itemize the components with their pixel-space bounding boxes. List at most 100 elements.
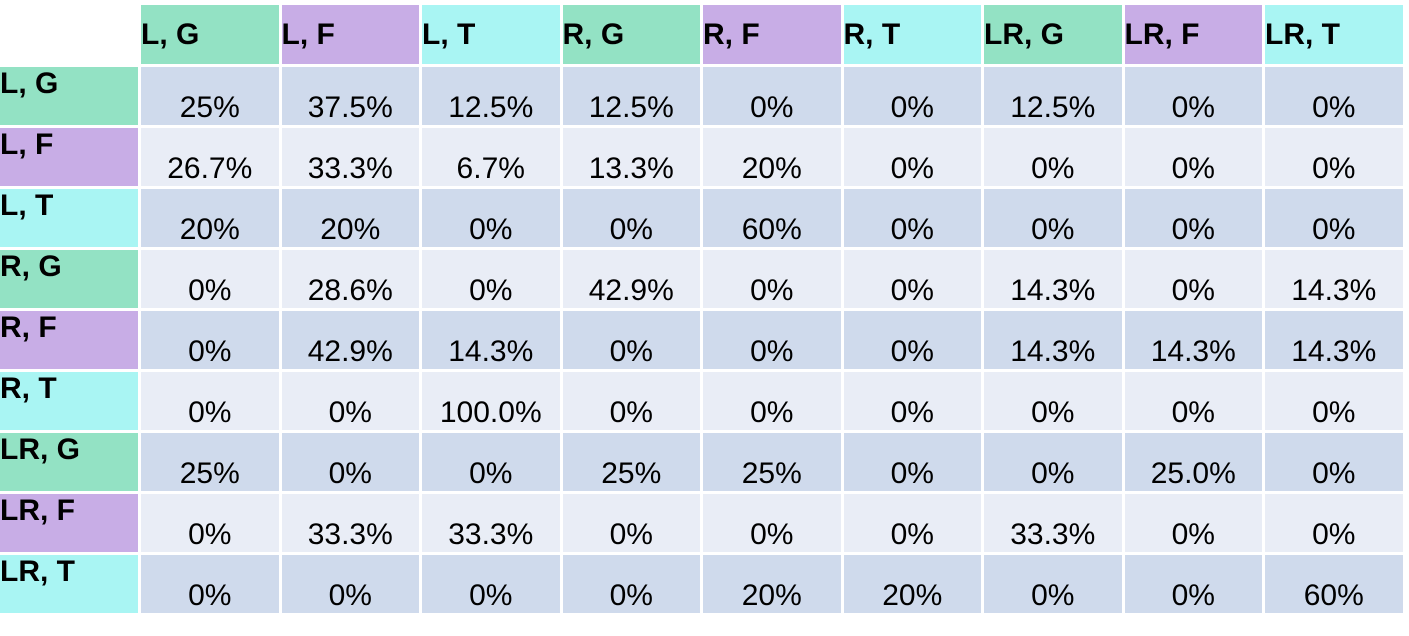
value-cell: 0% <box>422 433 563 494</box>
value-cell: 0% <box>562 311 703 372</box>
value-cell: 14.3% <box>1265 250 1406 311</box>
value-cell: 14.3% <box>1265 311 1406 372</box>
value-cell: 25% <box>703 433 844 494</box>
value-cell: 0% <box>281 555 422 616</box>
table-row: LR, F 0% 33.3% 33.3% 0% 0% 0% 33.3% 0% 0% <box>0 494 1406 555</box>
value-cell: 14.3% <box>1124 311 1265 372</box>
value-cell: 0% <box>422 189 563 250</box>
value-cell: 14.3% <box>422 311 563 372</box>
table-row: L, G 25% 37.5% 12.5% 12.5% 0% 0% 12.5% 0% 0% <box>0 67 1406 128</box>
table-row: LR, T 0% 0% 0% 0% 20% 20% 0% 0% 60% <box>0 555 1406 616</box>
table-row: R, G 0% 28.6% 0% 42.9% 0% 0% 14.3% 0% 14.3% <box>0 250 1406 311</box>
value-cell: 0% <box>562 372 703 433</box>
table-row: L, T 20% 20% 0% 0% 60% 0% 0% 0% 0% <box>0 189 1406 250</box>
value-cell: 0% <box>843 494 984 555</box>
value-cell: 33.3% <box>422 494 563 555</box>
corner-cell <box>0 5 141 67</box>
value-cell: 25% <box>141 433 282 494</box>
column-header: LR, T <box>1265 5 1406 67</box>
value-cell: 0% <box>141 555 282 616</box>
value-cell: 6.7% <box>422 128 563 189</box>
value-cell: 0% <box>703 311 844 372</box>
transition-matrix-table: L, G L, F L, T R, G R, F R, T LR, G LR, F LR, T … <box>0 5 1406 616</box>
value-cell: 100.0% <box>422 372 563 433</box>
value-cell: 20% <box>281 189 422 250</box>
value-cell: 0% <box>703 67 844 128</box>
value-cell: 0% <box>1124 67 1265 128</box>
value-cell: 0% <box>843 67 984 128</box>
value-cell: 33.3% <box>281 128 422 189</box>
value-cell: 0% <box>703 494 844 555</box>
value-cell: 26.7% <box>141 128 282 189</box>
row-header: LR, F <box>0 494 141 555</box>
value-cell: 0% <box>141 372 282 433</box>
row-header: L, T <box>0 189 141 250</box>
value-cell: 0% <box>141 311 282 372</box>
row-header: R, T <box>0 372 141 433</box>
value-cell: 0% <box>562 555 703 616</box>
value-cell: 0% <box>281 433 422 494</box>
value-cell: 0% <box>984 372 1125 433</box>
value-cell: 14.3% <box>984 250 1125 311</box>
row-header: L, F <box>0 128 141 189</box>
value-cell: 20% <box>703 555 844 616</box>
column-header: L, T <box>422 5 563 67</box>
column-header: LR, F <box>1124 5 1265 67</box>
value-cell: 0% <box>703 250 844 311</box>
table-row: LR, G 25% 0% 0% 25% 25% 0% 0% 25.0% 0% <box>0 433 1406 494</box>
row-header: R, F <box>0 311 141 372</box>
value-cell: 0% <box>141 250 282 311</box>
value-cell: 25% <box>141 67 282 128</box>
column-header: L, F <box>281 5 422 67</box>
value-cell: 0% <box>984 189 1125 250</box>
value-cell: 25.0% <box>1124 433 1265 494</box>
value-cell: 0% <box>703 372 844 433</box>
value-cell: 0% <box>1124 128 1265 189</box>
value-cell: 12.5% <box>422 67 563 128</box>
value-cell: 0% <box>281 372 422 433</box>
value-cell: 0% <box>1124 372 1265 433</box>
value-cell: 28.6% <box>281 250 422 311</box>
table-row: R, F 0% 42.9% 14.3% 0% 0% 0% 14.3% 14.3% 14.3% <box>0 311 1406 372</box>
value-cell: 0% <box>1265 372 1406 433</box>
value-cell: 0% <box>984 128 1125 189</box>
value-cell: 0% <box>1265 494 1406 555</box>
row-header: LR, T <box>0 555 141 616</box>
column-header: R, G <box>562 5 703 67</box>
value-cell: 12.5% <box>984 67 1125 128</box>
value-cell: 37.5% <box>281 67 422 128</box>
value-cell: 14.3% <box>984 311 1125 372</box>
value-cell: 0% <box>843 250 984 311</box>
row-header: L, G <box>0 67 141 128</box>
value-cell: 20% <box>843 555 984 616</box>
value-cell: 0% <box>1265 189 1406 250</box>
value-cell: 0% <box>1265 128 1406 189</box>
row-header: R, G <box>0 250 141 311</box>
value-cell: 20% <box>141 189 282 250</box>
value-cell: 0% <box>1124 555 1265 616</box>
value-cell: 0% <box>1124 189 1265 250</box>
value-cell: 0% <box>422 250 563 311</box>
value-cell: 0% <box>1265 433 1406 494</box>
value-cell: 42.9% <box>281 311 422 372</box>
value-cell: 0% <box>843 311 984 372</box>
column-header: R, T <box>843 5 984 67</box>
value-cell: 60% <box>1265 555 1406 616</box>
column-header: L, G <box>141 5 282 67</box>
value-cell: 0% <box>984 433 1125 494</box>
value-cell: 20% <box>703 128 844 189</box>
value-cell: 33.3% <box>984 494 1125 555</box>
value-cell: 0% <box>843 372 984 433</box>
value-cell: 60% <box>703 189 844 250</box>
table-row: L, F 26.7% 33.3% 6.7% 13.3% 20% 0% 0% 0% 0% <box>0 128 1406 189</box>
value-cell: 42.9% <box>562 250 703 311</box>
value-cell: 0% <box>1124 250 1265 311</box>
row-header: LR, G <box>0 433 141 494</box>
value-cell: 13.3% <box>562 128 703 189</box>
value-cell: 0% <box>843 433 984 494</box>
value-cell: 0% <box>422 555 563 616</box>
value-cell: 0% <box>984 555 1125 616</box>
value-cell: 0% <box>1124 494 1265 555</box>
value-cell: 12.5% <box>562 67 703 128</box>
